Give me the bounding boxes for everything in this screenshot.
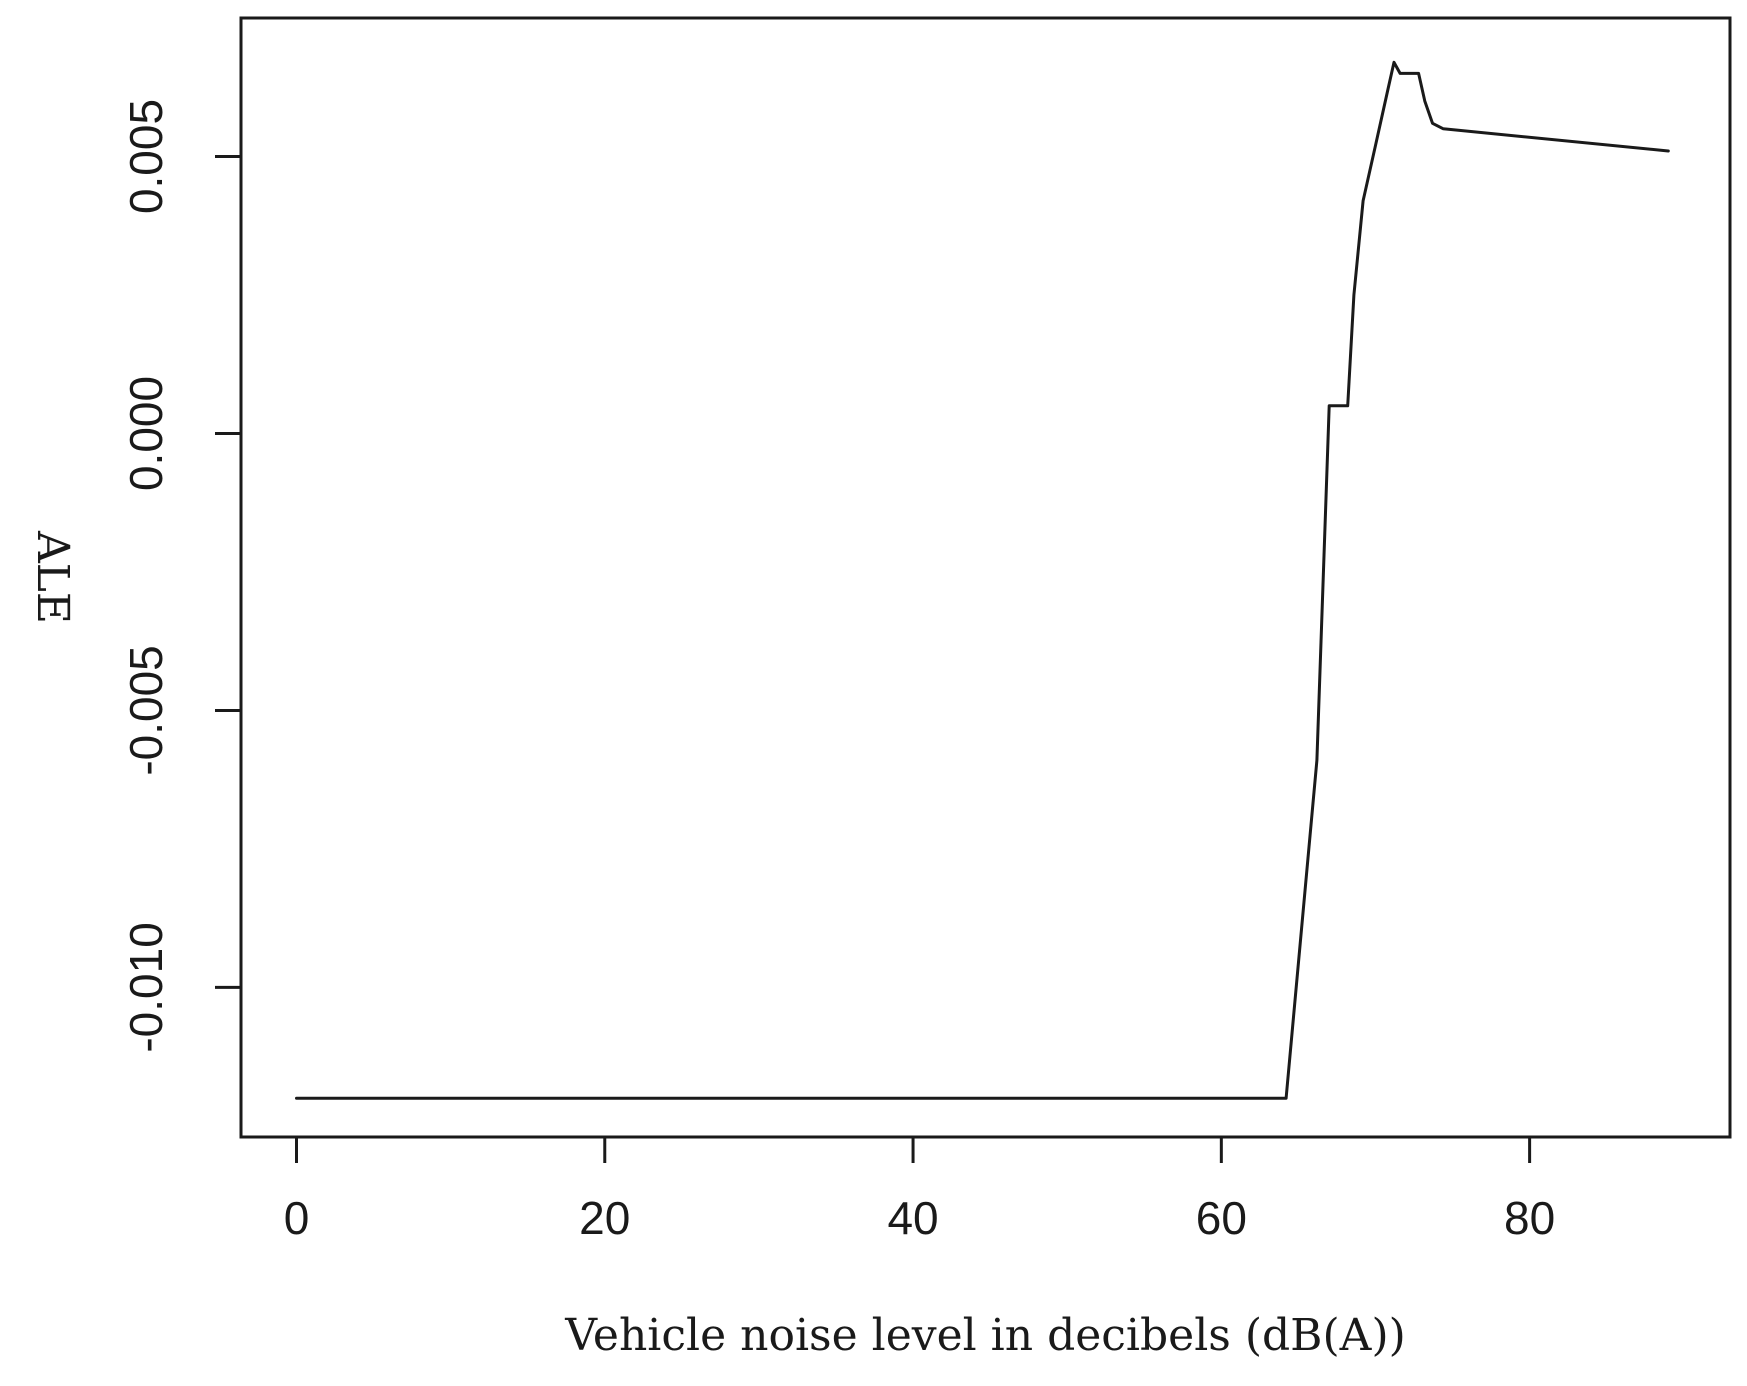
x-tick-label: 20 — [579, 1192, 630, 1244]
y-tick-label: -0.005 — [120, 645, 172, 775]
x-axis-title: Vehicle noise level in decibels (dB(A)) — [564, 1310, 1406, 1361]
ale-series-line — [295, 60, 1670, 1100]
y-axis: -0.010 -0.005 0.000 0.005 — [120, 99, 243, 1053]
x-tick-label: 0 — [284, 1192, 310, 1244]
y-tick-label: 0.000 — [120, 376, 172, 491]
series-layer — [295, 60, 1670, 1100]
x-axis: 0 20 40 60 80 — [284, 1135, 1555, 1244]
y-tick-label: -0.010 — [120, 922, 172, 1052]
y-tick-label: 0.005 — [120, 99, 172, 214]
x-tick-label: 60 — [1196, 1192, 1247, 1244]
x-tick-label: 40 — [887, 1192, 938, 1244]
x-tick-label: 80 — [1504, 1192, 1555, 1244]
y-axis-title: ALE — [27, 530, 78, 624]
